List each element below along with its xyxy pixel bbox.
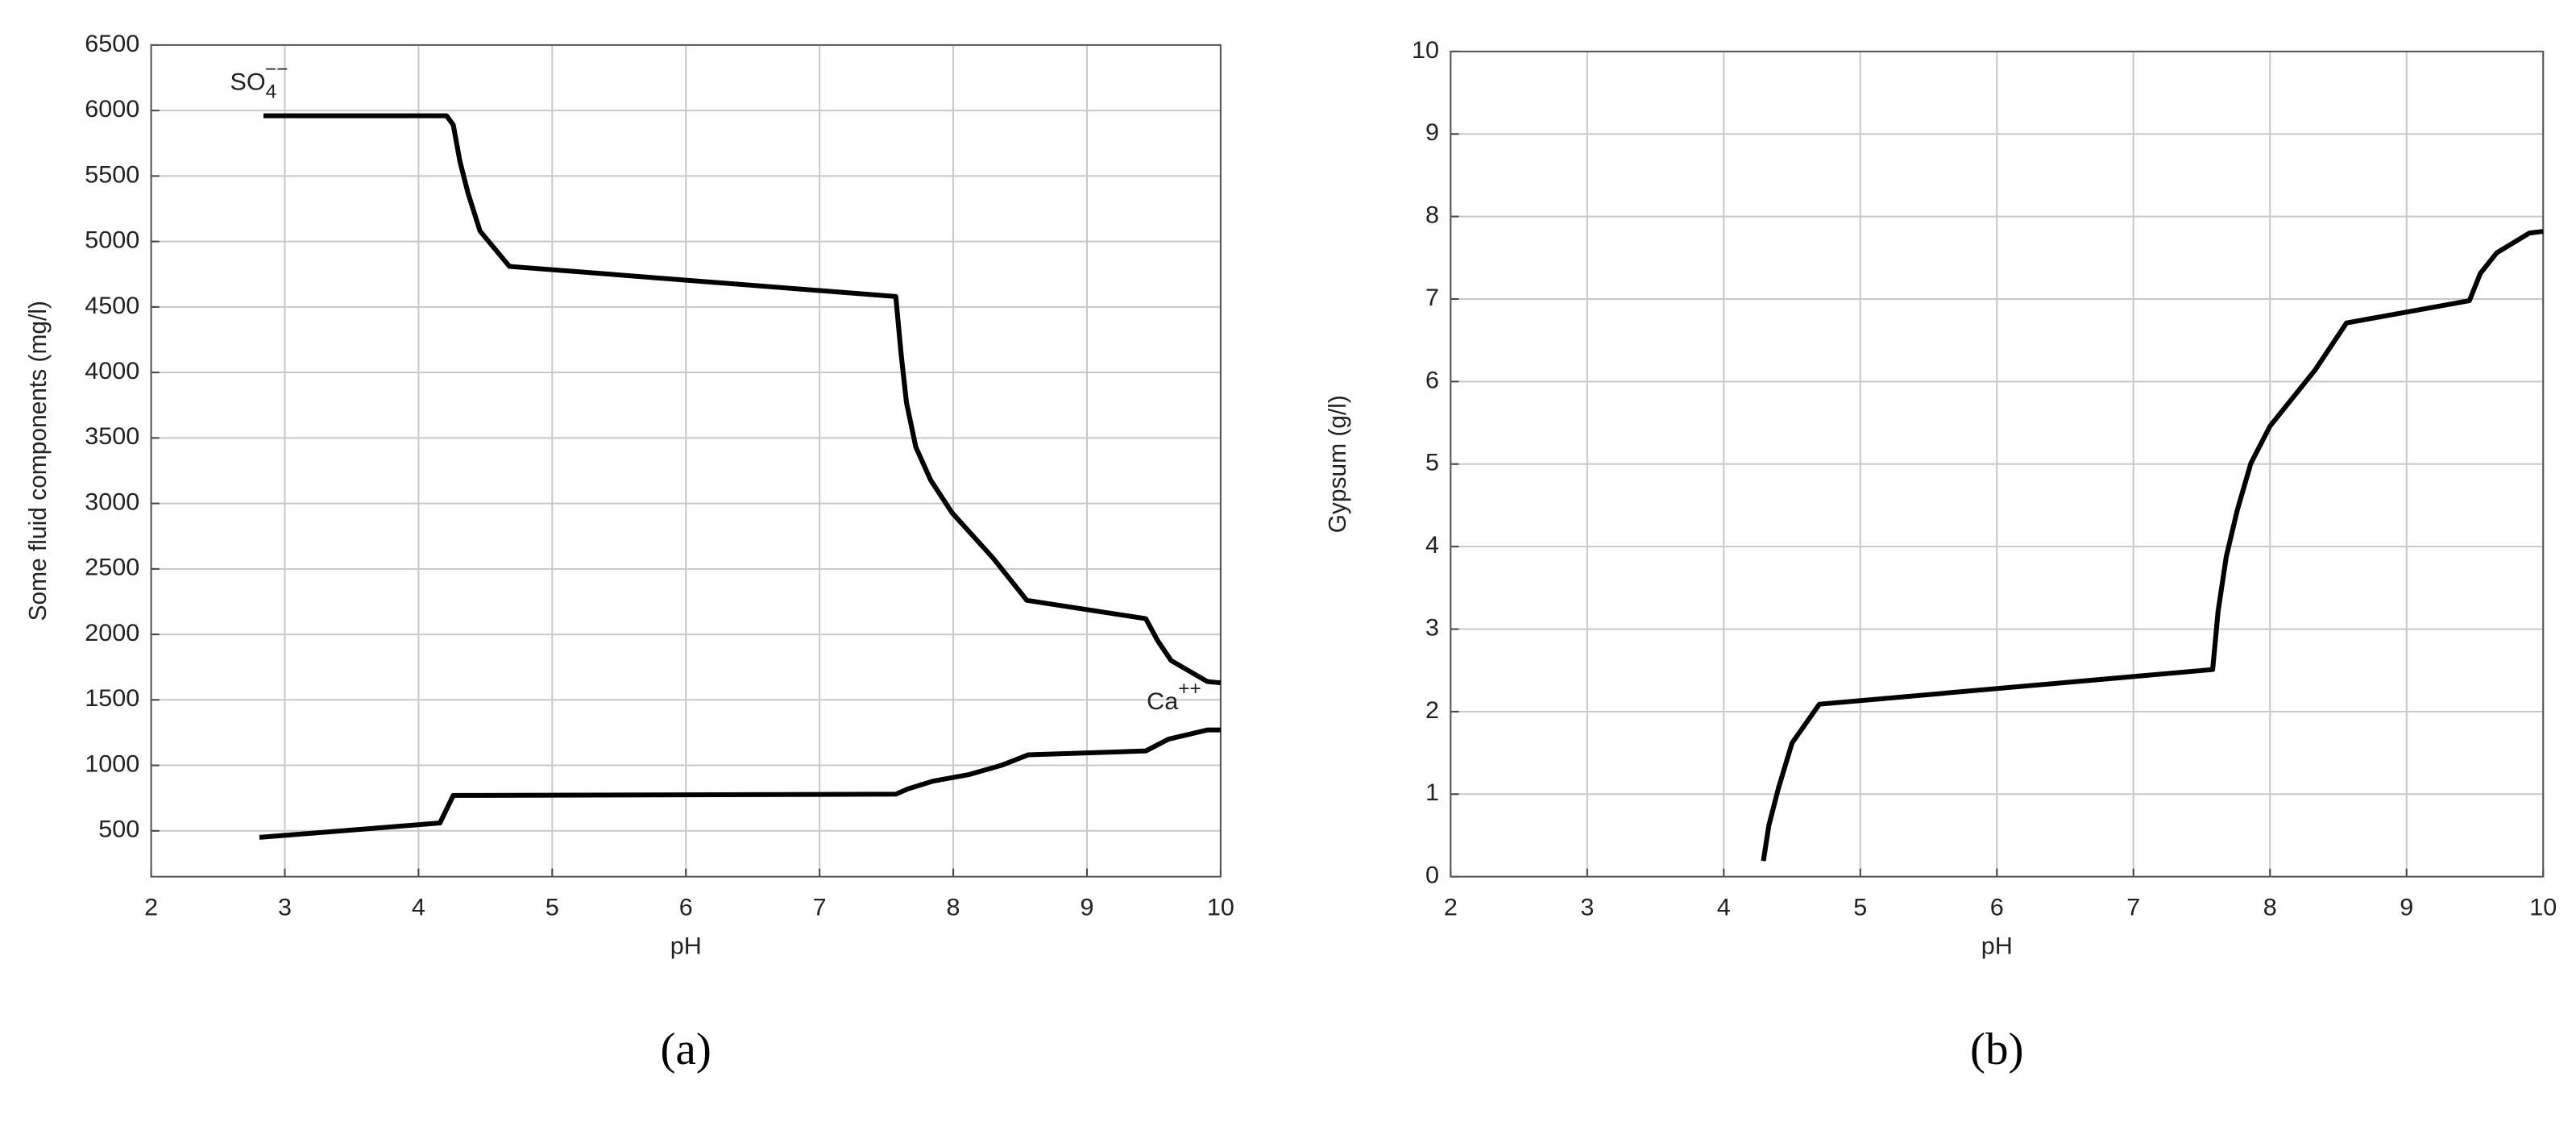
x-tick-label: 3 xyxy=(278,895,292,921)
x-tick-label: 10 xyxy=(2529,895,2557,921)
y-axis-label: Some fluid components (mg/l) xyxy=(25,301,52,621)
x-tick-label: 9 xyxy=(2400,895,2413,921)
y-tick-label: 1 xyxy=(1425,779,1439,806)
y-tick-label: 8 xyxy=(1425,202,1439,229)
annotation-superscript: ++ xyxy=(1178,679,1201,700)
y-tick-label: 2 xyxy=(1425,697,1439,724)
x-tick-label: 2 xyxy=(144,895,158,921)
x-tick-label: 10 xyxy=(1207,895,1234,921)
y-tick-label: 500 xyxy=(98,816,139,843)
y-tick-label: 2500 xyxy=(85,555,139,581)
annotation-text: Ca xyxy=(1147,688,1178,715)
y-axis-label: Gypsum (g/l) xyxy=(1325,395,1351,533)
data-line xyxy=(263,113,1222,686)
x-tick-label: 8 xyxy=(2263,895,2277,921)
y-tick-label: 0 xyxy=(1425,862,1439,889)
y-tick-label: 3 xyxy=(1425,615,1439,642)
annotation: Ca++ xyxy=(1147,679,1201,715)
x-tick-label: 2 xyxy=(1444,895,1458,921)
y-tick-label: 2000 xyxy=(85,620,139,646)
x-tick-label: 8 xyxy=(947,895,960,921)
annotation-superscript: −− xyxy=(265,59,288,81)
plot-frame xyxy=(150,44,1222,878)
y-tick-label: 10 xyxy=(1412,37,1439,64)
annotation-subscript: 4 xyxy=(266,81,277,103)
x-tick-label: 9 xyxy=(1080,895,1093,921)
y-tick-label: 3000 xyxy=(85,489,139,516)
y-tick-label: 5000 xyxy=(85,227,139,254)
y-tick-label: 3500 xyxy=(85,424,139,451)
y-tick-label: 6000 xyxy=(85,96,139,123)
data-line xyxy=(1761,229,2544,862)
panel-label: (a) xyxy=(661,1025,711,1074)
y-tick-label: 4000 xyxy=(85,358,139,384)
y-tick-label: 1000 xyxy=(85,751,139,778)
y-tick-label: 1500 xyxy=(85,686,139,713)
y-tick-label: 7 xyxy=(1425,285,1439,311)
y-tick-label: 6 xyxy=(1425,368,1439,394)
y-tick-label: 5 xyxy=(1425,450,1439,476)
x-tick-label: 4 xyxy=(1717,895,1731,921)
panel-label: (b) xyxy=(1970,1025,2024,1074)
x-tick-label: 3 xyxy=(1580,895,1594,921)
x-tick-label: 4 xyxy=(412,895,425,921)
x-tick-label: 5 xyxy=(545,895,559,921)
y-tick-label: 5500 xyxy=(85,162,139,189)
plot-frame xyxy=(1450,50,2545,878)
x-tick-label: 7 xyxy=(2126,895,2140,921)
x-tick-label: 7 xyxy=(813,895,827,921)
y-tick-label: 6500 xyxy=(85,31,139,57)
annotation: SO4−− xyxy=(230,59,288,103)
y-tick-label: 4 xyxy=(1425,532,1439,559)
x-axis-label: pH xyxy=(1981,933,2013,960)
x-tick-label: 6 xyxy=(679,895,693,921)
x-tick-label: 6 xyxy=(1990,895,2004,921)
x-axis-label: pH xyxy=(670,933,702,960)
data-line xyxy=(259,727,1221,840)
annotation-text: SO xyxy=(230,69,265,96)
x-tick-label: 5 xyxy=(1853,895,1867,921)
y-tick-label: 9 xyxy=(1425,119,1439,146)
y-tick-label: 4500 xyxy=(85,293,139,319)
